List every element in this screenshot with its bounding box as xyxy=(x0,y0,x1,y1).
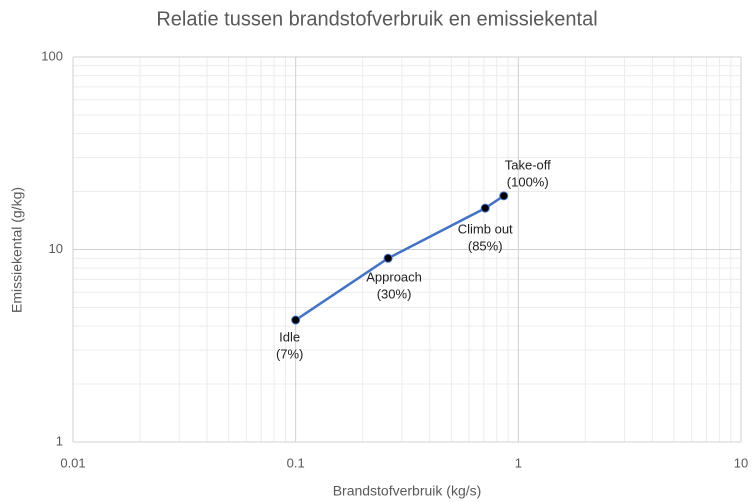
y-axis-label: Emissiekental (g/kg) xyxy=(9,187,25,313)
data-point xyxy=(480,203,490,213)
point-label: (7%) xyxy=(276,346,303,361)
data-point xyxy=(499,191,509,201)
chart-title: Relatie tussen brandstofverbruik en emis… xyxy=(156,8,597,30)
y-tick-label: 10 xyxy=(49,241,63,256)
point-label: (100%) xyxy=(507,174,549,189)
data-point xyxy=(383,253,393,263)
y-tick-label: 1 xyxy=(56,433,63,448)
series-line xyxy=(294,194,505,322)
x-tick-label: 10 xyxy=(734,455,748,470)
point-label: (85%) xyxy=(468,239,503,254)
point-label: (30%) xyxy=(377,287,412,302)
x-tick-label: 1 xyxy=(515,455,522,470)
point-label: Idle xyxy=(279,329,300,344)
point-label: Approach xyxy=(366,270,422,285)
y-tick-label: 100 xyxy=(41,48,63,63)
data-point xyxy=(291,315,301,325)
x-tick-label: 0.01 xyxy=(60,455,85,470)
point-label: Take-off xyxy=(505,157,551,172)
x-tick-label: 0.1 xyxy=(287,455,305,470)
x-axis-label: Brandstofverbruik (kg/s) xyxy=(333,483,482,499)
point-label: Climb out xyxy=(458,222,513,237)
